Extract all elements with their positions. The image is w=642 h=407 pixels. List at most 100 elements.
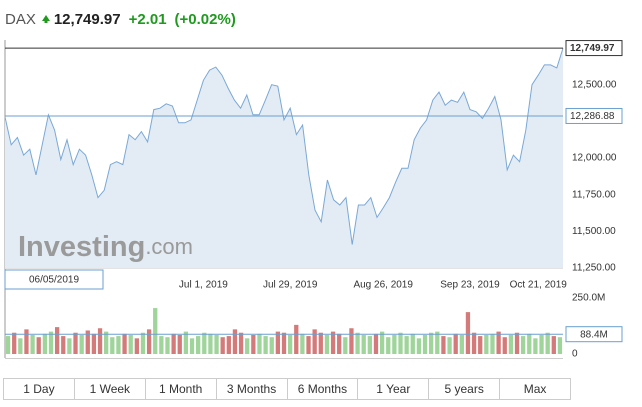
watermark-brand: Investing <box>18 231 145 263</box>
x-tick-label: Jul 1, 2019 <box>179 280 228 291</box>
volume-bar <box>520 336 526 354</box>
volume-bar <box>97 328 103 354</box>
volume-tick-label: 250.0M <box>572 293 605 304</box>
change: +2.01 <box>128 10 167 28</box>
range-button[interactable]: 1 Day <box>4 379 75 399</box>
volume-bar <box>67 338 72 354</box>
volume-bar <box>551 336 556 354</box>
range-buttons: 1 Day 1 Week 1 Month 3 Months 6 Months 1 Year… <box>3 378 571 400</box>
volume-bar <box>508 334 514 354</box>
x-tick-label: Sep 23, 2019 <box>440 280 500 291</box>
volume-bar <box>330 331 336 354</box>
volume-bar <box>85 330 90 354</box>
volume-bar <box>281 332 287 354</box>
volume-bar <box>18 338 23 354</box>
volume-bar <box>251 334 256 354</box>
volume-bar <box>226 336 231 354</box>
volume-bar <box>24 329 29 354</box>
range-button[interactable]: 1 Month <box>145 379 217 399</box>
up-arrow-icon <box>41 15 50 23</box>
reference-label: 12,286.88 <box>570 111 615 122</box>
volume-bar <box>110 337 115 354</box>
watermark-suffix: .com <box>145 234 193 259</box>
price-line <box>4 47 564 245</box>
volume-bar <box>490 333 495 354</box>
volume-bar <box>177 334 182 354</box>
range-button[interactable]: 5 years <box>429 379 501 399</box>
volume-bar <box>471 332 477 354</box>
range-button[interactable]: 3 Months <box>216 379 288 399</box>
volume-bar <box>300 333 305 354</box>
volume-bar <box>373 333 379 354</box>
volume-bar <box>238 332 244 354</box>
volume-bar <box>343 337 348 354</box>
volume-bar <box>557 337 563 354</box>
y-tick-label: 11,750.00 <box>572 189 616 200</box>
volume-bar <box>337 333 342 354</box>
volume-bar <box>5 336 11 354</box>
volume-bar <box>502 337 507 354</box>
volume-bar <box>441 336 446 354</box>
x-tick-label: Jul 29, 2019 <box>263 280 318 291</box>
volume-bar <box>171 333 176 354</box>
y-tick-label: 11,250.00 <box>572 263 616 274</box>
volume-bar <box>183 331 189 354</box>
volume-bar <box>349 328 354 354</box>
volume-bar <box>447 337 452 354</box>
volume-bar <box>134 338 139 354</box>
volume-bar <box>484 334 489 354</box>
volume-bar <box>159 336 164 354</box>
price: 12,749.97 <box>53 10 121 28</box>
volume-bar <box>269 337 274 354</box>
chart: 12,500.00 12,000.00 11,750.00 11,500.00 11,2… <box>4 40 623 360</box>
volume-bar <box>263 336 268 354</box>
volume-bar <box>398 332 403 354</box>
volume-bar <box>257 333 262 354</box>
volume-bar <box>202 332 207 354</box>
volume-bar <box>429 332 434 354</box>
crosshair-label: 06/05/2019 <box>4 269 104 290</box>
volume-bar <box>312 329 317 354</box>
volume-bar <box>54 327 60 354</box>
volume-bar <box>379 331 385 354</box>
volume-bar <box>79 334 84 354</box>
volume-bar <box>140 332 146 354</box>
volume-bar <box>324 334 330 354</box>
volume-bar <box>116 336 121 354</box>
volume-bar <box>153 308 158 354</box>
volume-reference-box <box>565 326 623 343</box>
y-tick-label: 12,000.00 <box>572 153 617 164</box>
range-button[interactable]: 1 Week <box>74 379 146 399</box>
last-price-label-box <box>565 40 623 57</box>
crosshair-label-box <box>4 269 104 290</box>
watermark: Investing.com <box>18 231 193 263</box>
volume-bar <box>61 336 66 354</box>
volume-bar <box>91 333 97 354</box>
volume-bar <box>275 331 281 354</box>
volume-bar <box>539 334 544 354</box>
volume-bar <box>122 333 127 354</box>
volume-bar <box>410 333 415 354</box>
x-tick-label: Oct 21, 2019 <box>510 280 568 291</box>
reference-label-box <box>565 107 623 124</box>
volume-bar <box>73 332 78 354</box>
x-tick-label: Aug 26, 2019 <box>353 280 413 291</box>
volume-bar <box>527 333 532 354</box>
volume-bar <box>165 337 170 354</box>
volume-bar <box>245 338 250 354</box>
volume-bar <box>392 334 397 354</box>
range-button[interactable]: 6 Months <box>287 379 359 399</box>
y-tick-label: 12,500.00 <box>572 79 617 90</box>
volume-bar <box>404 336 409 354</box>
volume-bar <box>453 333 458 354</box>
volume-bar <box>287 334 293 354</box>
symbol: DAX <box>5 10 36 28</box>
volume-bar <box>459 334 464 354</box>
volume-bar <box>294 324 299 354</box>
range-button[interactable]: 1 Year <box>358 379 430 399</box>
volume-bar <box>12 332 17 354</box>
range-button[interactable]: Max <box>500 379 570 399</box>
quote-header: DAX 12,749.97 +2.01 (+0.02%) <box>5 8 244 30</box>
volume-bar <box>104 331 109 354</box>
